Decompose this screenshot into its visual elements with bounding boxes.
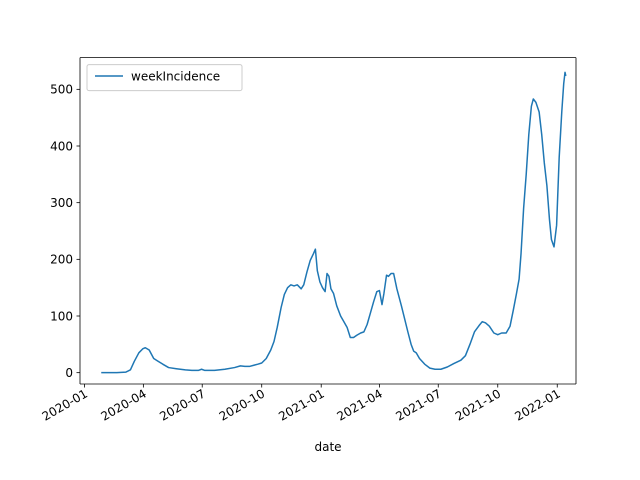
x-axis-label: date (314, 440, 341, 454)
series-layer (101, 71, 567, 374)
y-tick-label: 100 (50, 309, 73, 323)
y-tick-label: 0 (65, 366, 73, 380)
plot-frame (79, 57, 577, 385)
series-line-weekincidence (101, 71, 567, 374)
legend-entry-weekincidence: weekIncidence (131, 70, 220, 84)
y-tick-label: 300 (50, 196, 73, 210)
y-axis: 0 100 200 300 400 500 (50, 83, 80, 380)
plot-area (80, 57, 576, 384)
y-tick-label: 400 (50, 139, 73, 153)
legend: weekIncidence (86, 64, 243, 92)
y-tick-label: 200 (50, 253, 73, 267)
y-tick-label: 500 (50, 83, 73, 97)
legend-box (86, 64, 243, 92)
